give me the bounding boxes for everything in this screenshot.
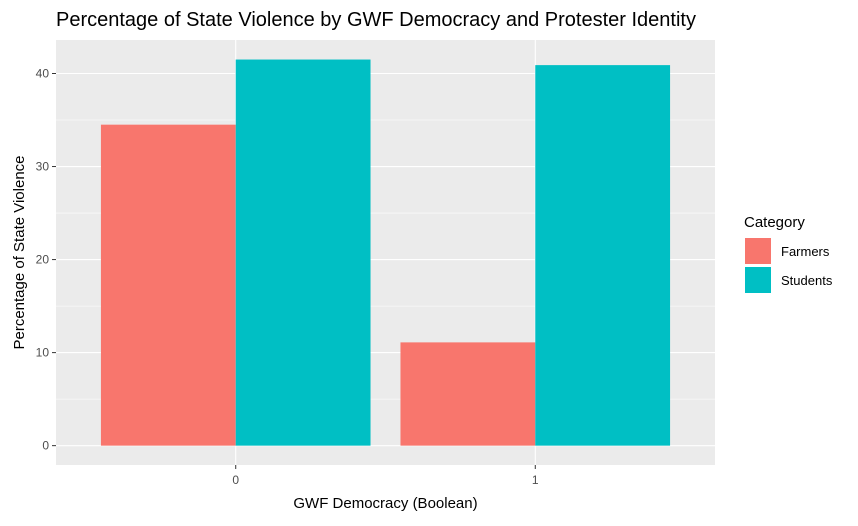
bar-students-1 — [535, 65, 671, 446]
x-tick-label: 0 — [232, 473, 239, 487]
legend: Category Farmers Students — [744, 214, 833, 293]
bar-students-0 — [235, 59, 371, 446]
bar-farmers-1 — [400, 342, 536, 446]
y-axis: 0 10 20 30 40 — [36, 66, 56, 453]
bars-group — [100, 59, 671, 446]
y-axis-title: Percentage of State Violence — [11, 155, 28, 349]
legend-key-farmers — [745, 238, 771, 264]
bar-farmers-0 — [100, 124, 236, 446]
legend-key-students — [745, 267, 771, 293]
legend-label-farmers: Farmers — [781, 244, 830, 259]
x-tick-label: 1 — [532, 473, 539, 487]
legend-label-students: Students — [781, 273, 833, 288]
y-tick-label: 40 — [36, 66, 50, 80]
y-tick-label: 20 — [36, 253, 50, 267]
x-axis-title: GWF Democracy (Boolean) — [293, 495, 477, 512]
y-tick-label: 0 — [42, 439, 49, 453]
y-tick-label: 10 — [36, 346, 50, 360]
legend-title: Category — [744, 214, 805, 231]
chart-title: Percentage of State Violence by GWF Demo… — [56, 9, 696, 31]
y-tick-label: 30 — [36, 160, 50, 174]
